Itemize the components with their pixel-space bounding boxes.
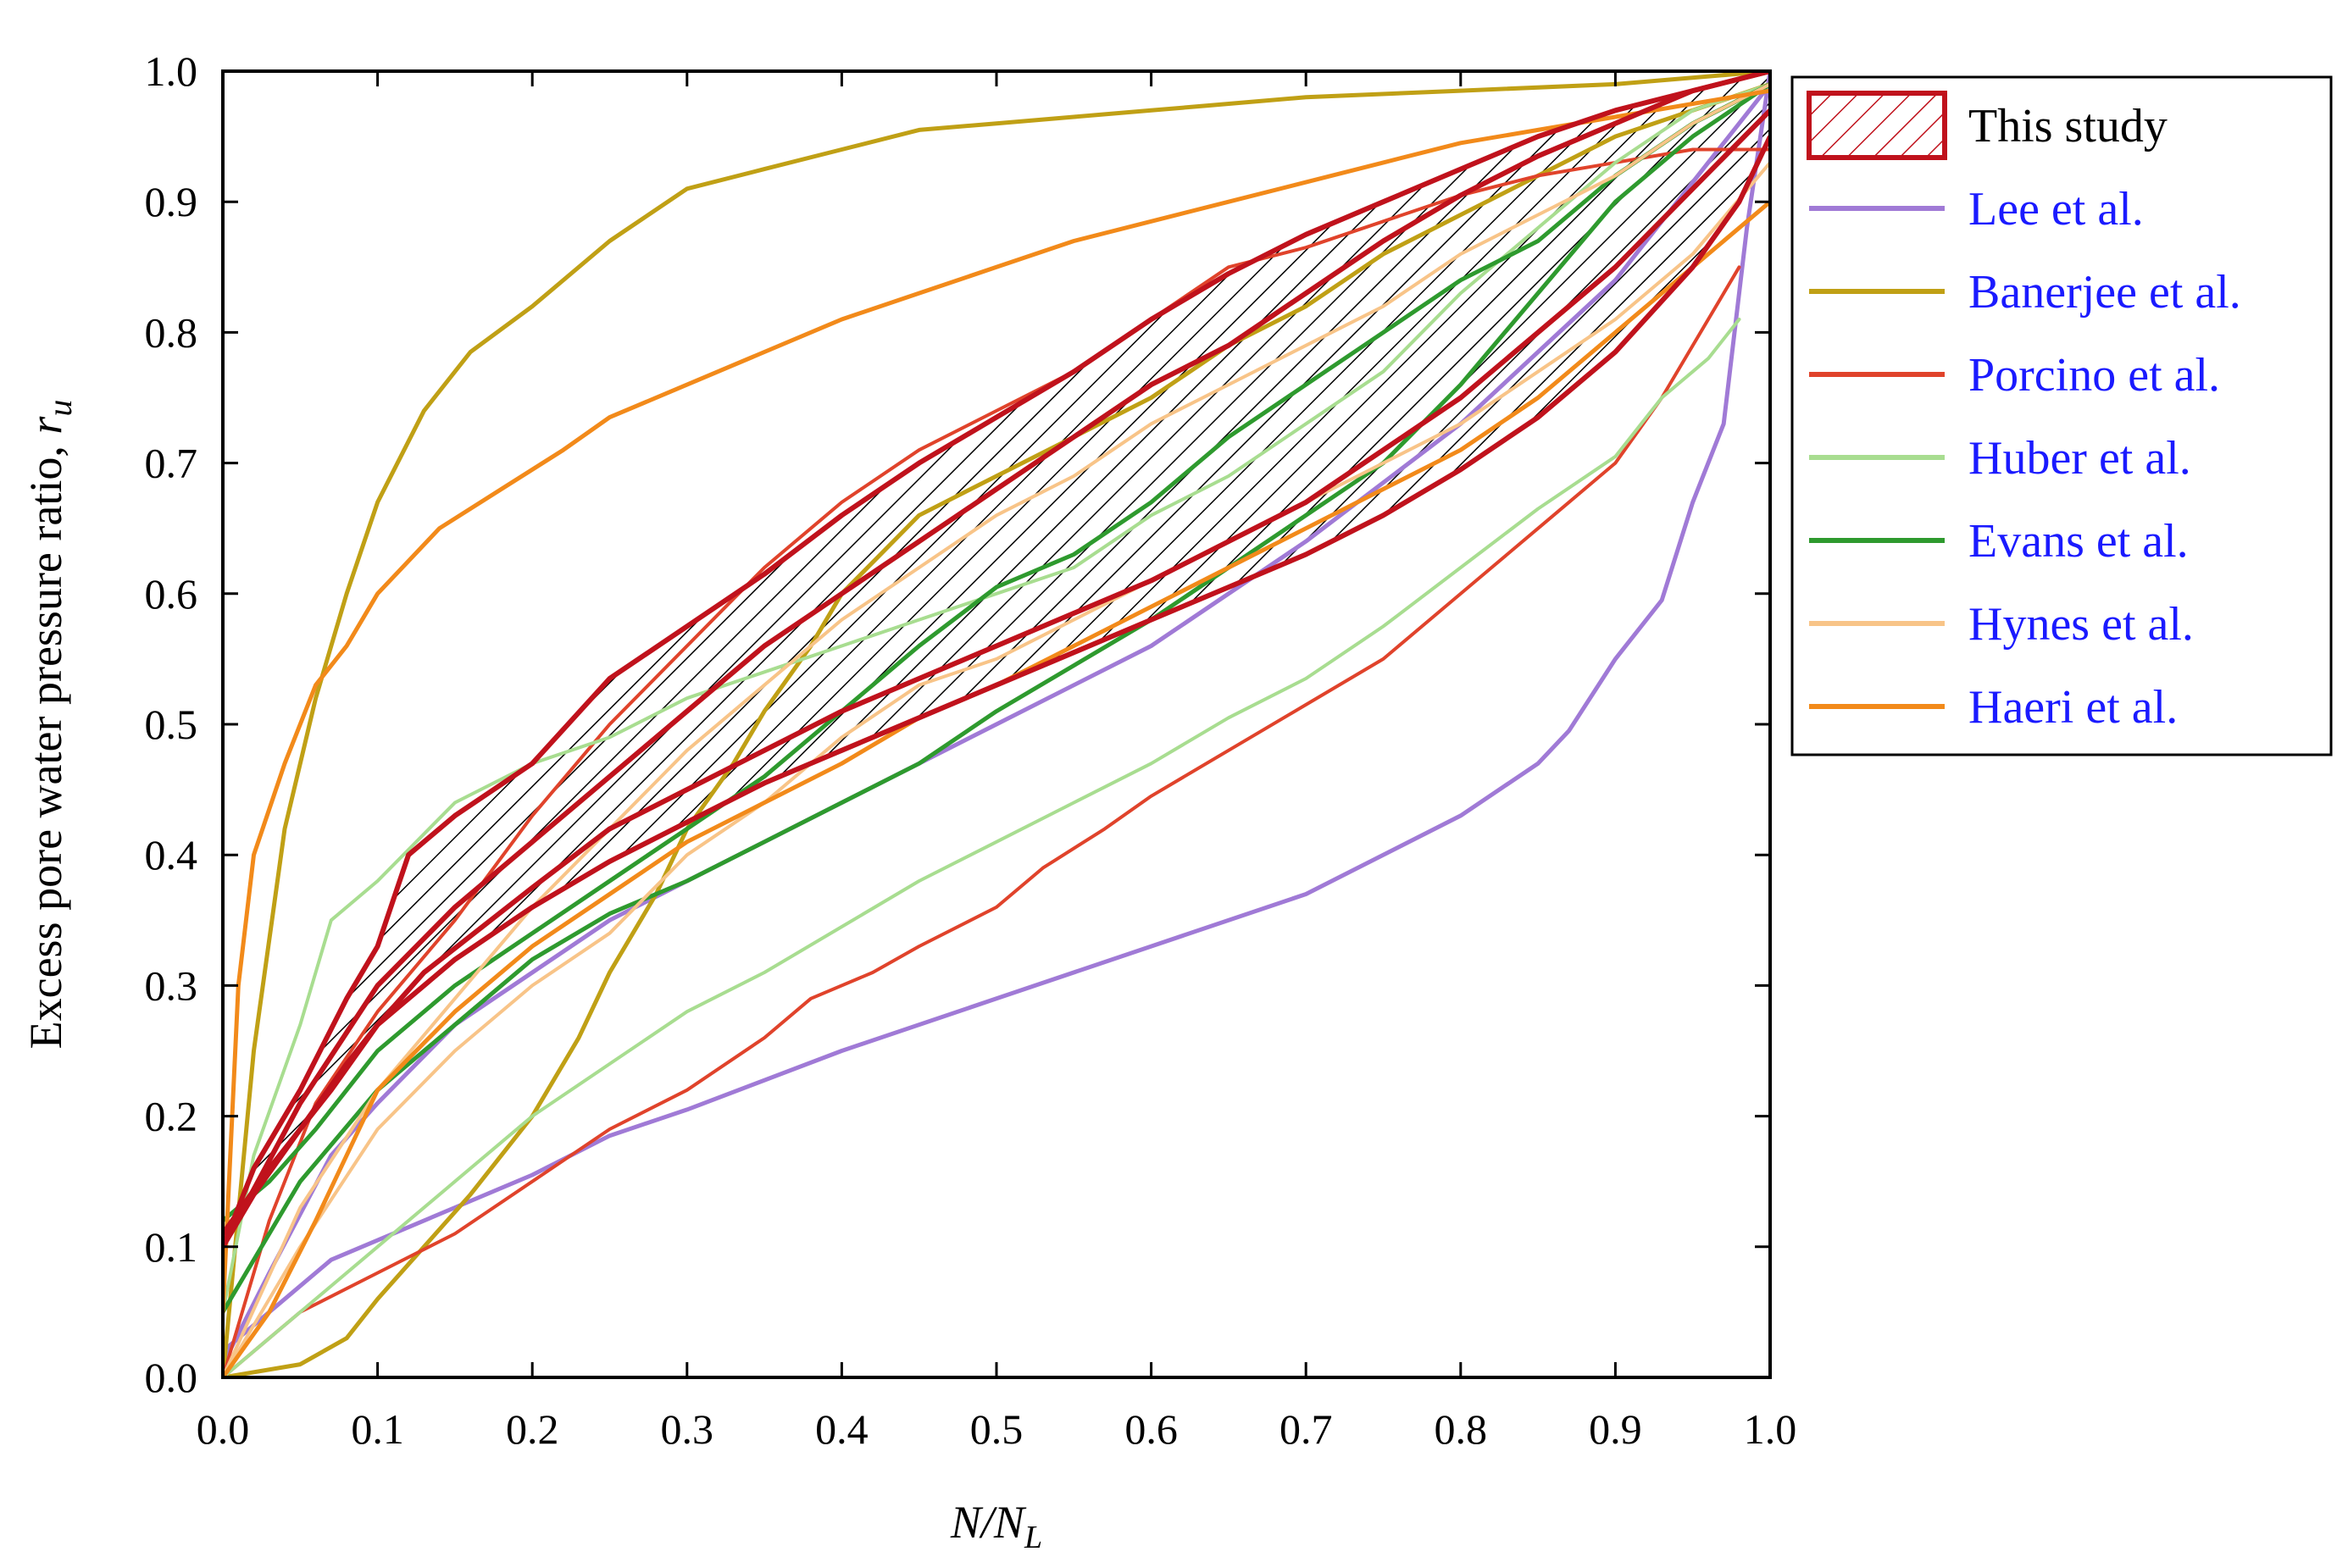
legend-label-banerjee-et-al: Banerjee et al. — [1968, 266, 2241, 319]
x-tick-label: 0.8 — [1435, 1405, 1488, 1453]
legend-swatch-this-study — [1807, 91, 1947, 160]
legend-box — [1790, 75, 2333, 756]
y-tick-label: 0.1 — [145, 1223, 198, 1271]
x-tick-label: 0.2 — [506, 1405, 559, 1453]
legend-label-this-study: This study — [1968, 100, 2168, 152]
y-tick-label: 0.8 — [145, 308, 198, 356]
x-axis-title: N/NL — [950, 1497, 1042, 1555]
series-line-hynes-et-al-b — [223, 82, 1770, 1377]
x-tick-label: 0.5 — [970, 1405, 1024, 1453]
series-line-porcino-et-al-a — [223, 265, 1741, 1377]
x-tick-label: 0.9 — [1589, 1405, 1642, 1453]
y-tick-label: 0.2 — [145, 1093, 198, 1140]
series-line-lee-et-al-a — [223, 71, 1770, 1354]
y-axis-title-var: r — [20, 416, 71, 435]
legend-label-huber-et-al: Huber et al. — [1968, 432, 2191, 485]
x-tick-label: 0.0 — [197, 1405, 250, 1453]
legend-label-evans-et-al: Evans et al. — [1968, 515, 2189, 568]
series-lines — [223, 71, 1770, 1377]
series-line-porcino-et-al-b — [223, 147, 1770, 1377]
legend: This study Lee et al. Banerjee et al. Porci… — [1790, 75, 2333, 756]
band-inner-edge-1 — [223, 108, 1770, 1236]
y-tick-label: 1.0 — [145, 47, 198, 95]
legend-label-porcino-et-al: Porcino et al. — [1968, 349, 2220, 402]
y-axis-title-sub: u — [41, 400, 79, 417]
x-tick-label: 0.4 — [815, 1405, 869, 1453]
y-tick-label: 0.9 — [145, 178, 198, 225]
series-line-hynes-et-al-a — [223, 160, 1770, 1377]
series-line-huber-et-al-b — [223, 82, 1770, 1314]
y-tick-label: 0.7 — [145, 440, 198, 487]
band-inner-edge-2 — [223, 71, 1770, 1249]
y-tick-label: 0.6 — [145, 570, 198, 618]
y-tick-label: 0.4 — [145, 831, 198, 878]
x-tick-label: 1.0 — [1744, 1405, 1797, 1453]
x-tick-label: 0.1 — [351, 1405, 404, 1453]
y-axis-title-main: Excess pore water pressure ratio, — [20, 435, 71, 1050]
legend-label-hynes-et-al: Hynes et al. — [1968, 598, 2194, 651]
y-tick-label: 0.5 — [145, 701, 198, 748]
series-line-banerjee-et-al-a — [223, 71, 1770, 1377]
series-line-huber-et-al-a — [223, 318, 1741, 1377]
this-study-band-edges — [223, 71, 1770, 1249]
x-tick-label: 0.7 — [1279, 1405, 1333, 1453]
x-tick-label: 0.6 — [1124, 1405, 1178, 1453]
y-axis-title: Excess pore water pressure ratio, ru — [20, 400, 79, 1050]
x-axis-title-sub: L — [1024, 1520, 1042, 1555]
x-tick-label: 0.3 — [661, 1405, 714, 1453]
series-line-evans-et-al-b — [223, 81, 1770, 1315]
legend-label-haeri-et-al: Haeri et al. — [1968, 681, 2178, 734]
y-axis: 0.0 0.1 0.2 0.3 0.4 0.5 0.6 0.7 0.8 0.9 1.0 — [145, 47, 1770, 1401]
band-upper-edge — [223, 71, 1770, 1248]
x-axis-title-main: N/N — [950, 1497, 1027, 1548]
x-axis: 0.0 0.1 0.2 0.3 0.4 0.5 0.6 0.7 0.8 0.9 1.0 — [197, 71, 1797, 1453]
legend-label-lee-et-al: Lee et al. — [1968, 183, 2144, 235]
y-tick-label: 0.3 — [145, 961, 198, 1009]
series-line-evans-et-al-a — [223, 81, 1770, 1223]
y-tick-label: 0.0 — [145, 1354, 198, 1401]
series-line-haeri-et-al-a — [223, 88, 1770, 1315]
